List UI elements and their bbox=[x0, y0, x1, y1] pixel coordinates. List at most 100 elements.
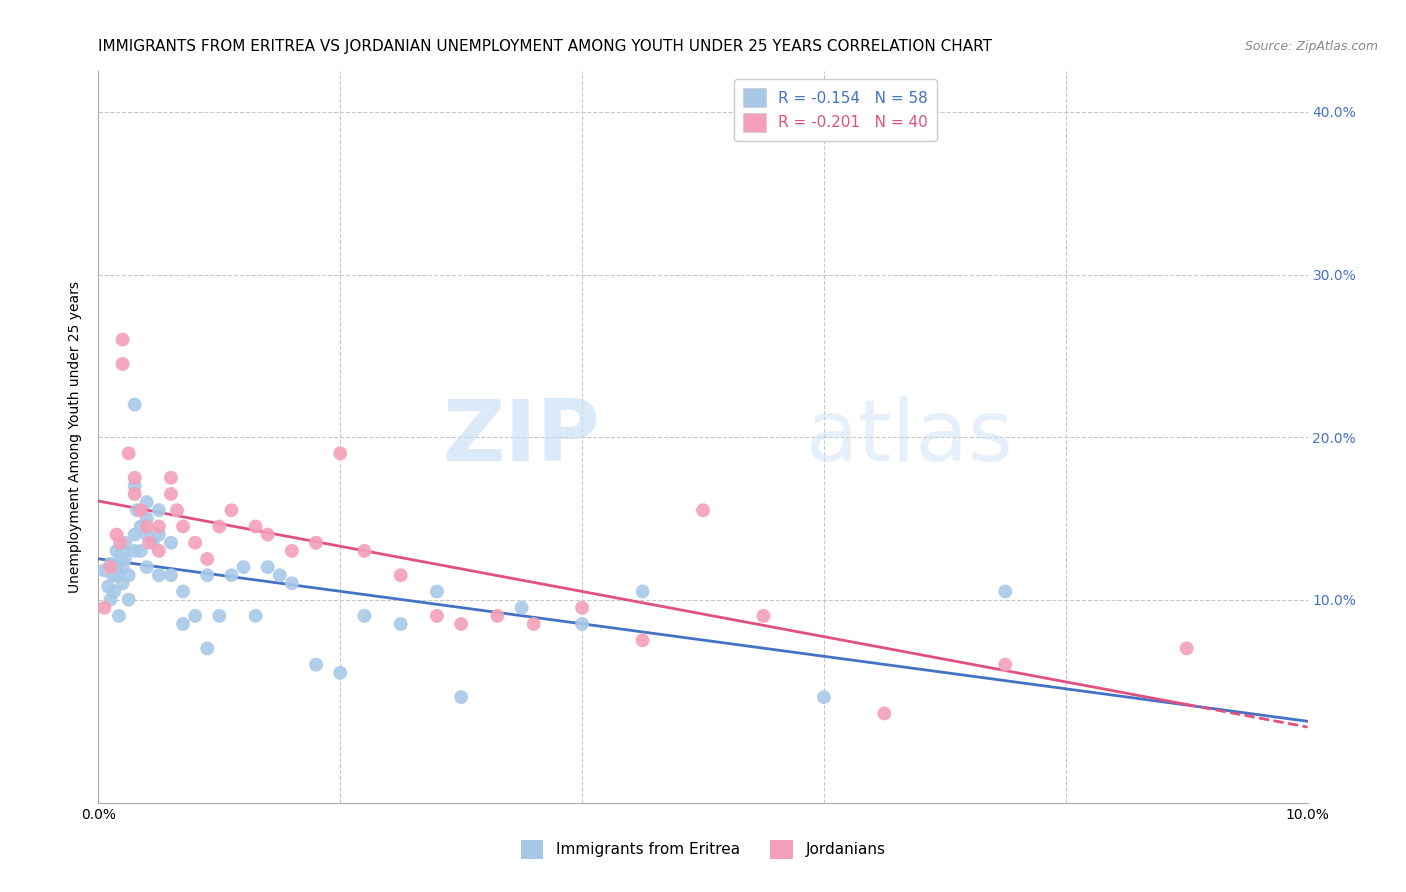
Text: Source: ZipAtlas.com: Source: ZipAtlas.com bbox=[1244, 40, 1378, 54]
Point bbox=[111, 357, 134, 371]
Point bbox=[135, 560, 157, 574]
Point bbox=[994, 584, 1017, 599]
Point bbox=[111, 560, 134, 574]
Point bbox=[135, 527, 157, 541]
Point bbox=[108, 608, 131, 623]
Point bbox=[108, 552, 131, 566]
Point bbox=[752, 608, 775, 623]
Point bbox=[221, 568, 243, 582]
Point bbox=[135, 495, 157, 509]
Point bbox=[245, 608, 267, 623]
Point bbox=[256, 527, 278, 541]
Point bbox=[97, 580, 120, 594]
Point bbox=[195, 552, 218, 566]
Point bbox=[571, 600, 593, 615]
Point bbox=[124, 479, 146, 493]
Point bbox=[160, 568, 183, 582]
Point bbox=[111, 576, 134, 591]
Point bbox=[269, 568, 291, 582]
Point bbox=[389, 568, 412, 582]
Point bbox=[100, 560, 122, 574]
Point bbox=[486, 608, 509, 623]
Point bbox=[426, 608, 449, 623]
Point bbox=[305, 657, 328, 672]
Point bbox=[138, 535, 160, 549]
Point bbox=[118, 446, 141, 460]
Point bbox=[389, 617, 412, 632]
Point bbox=[873, 706, 896, 721]
Point bbox=[523, 617, 546, 632]
Point bbox=[281, 544, 304, 558]
Point bbox=[93, 563, 115, 577]
Point bbox=[450, 690, 472, 705]
Point bbox=[124, 471, 146, 485]
Point bbox=[329, 446, 352, 460]
Point bbox=[105, 560, 128, 574]
Point bbox=[127, 503, 149, 517]
Point bbox=[1175, 641, 1198, 656]
Legend: Immigrants from Eritrea, Jordanians: Immigrants from Eritrea, Jordanians bbox=[515, 834, 891, 864]
Point bbox=[148, 544, 170, 558]
Point bbox=[631, 584, 654, 599]
Point bbox=[208, 519, 231, 533]
Point bbox=[245, 519, 267, 533]
Point bbox=[184, 535, 207, 549]
Point bbox=[994, 657, 1017, 672]
Point bbox=[353, 544, 375, 558]
Point bbox=[114, 535, 136, 549]
Point bbox=[103, 584, 125, 599]
Point bbox=[208, 608, 231, 623]
Point bbox=[135, 511, 157, 525]
Point bbox=[108, 535, 131, 549]
Point bbox=[256, 560, 278, 574]
Point bbox=[172, 617, 194, 632]
Point bbox=[195, 641, 218, 656]
Point bbox=[160, 471, 183, 485]
Text: IMMIGRANTS FROM ERITREA VS JORDANIAN UNEMPLOYMENT AMONG YOUTH UNDER 25 YEARS COR: IMMIGRANTS FROM ERITREA VS JORDANIAN UNE… bbox=[98, 38, 993, 54]
Point bbox=[172, 519, 194, 533]
Point bbox=[107, 568, 129, 582]
Point bbox=[195, 568, 218, 582]
Point bbox=[100, 557, 122, 571]
Point bbox=[692, 503, 714, 517]
Point bbox=[124, 527, 146, 541]
Point bbox=[232, 560, 254, 574]
Point bbox=[105, 527, 128, 541]
Point bbox=[105, 544, 128, 558]
Point bbox=[166, 503, 188, 517]
Point bbox=[124, 544, 146, 558]
Point bbox=[281, 576, 304, 591]
Point bbox=[184, 608, 207, 623]
Point bbox=[118, 592, 141, 607]
Point bbox=[118, 568, 141, 582]
Point bbox=[111, 333, 134, 347]
Point bbox=[813, 690, 835, 705]
Point bbox=[160, 535, 183, 549]
Point bbox=[329, 665, 352, 680]
Point bbox=[129, 519, 152, 533]
Point bbox=[148, 568, 170, 582]
Point bbox=[129, 544, 152, 558]
Point bbox=[111, 544, 134, 558]
Point bbox=[221, 503, 243, 517]
Point bbox=[172, 584, 194, 599]
Point bbox=[450, 617, 472, 632]
Point bbox=[510, 600, 533, 615]
Text: ZIP: ZIP bbox=[443, 395, 600, 479]
Point bbox=[148, 527, 170, 541]
Point bbox=[124, 398, 146, 412]
Point bbox=[142, 535, 165, 549]
Point bbox=[353, 608, 375, 623]
Point bbox=[148, 503, 170, 517]
Point bbox=[101, 568, 124, 582]
Point bbox=[571, 617, 593, 632]
Point bbox=[135, 519, 157, 533]
Point bbox=[114, 552, 136, 566]
Point bbox=[426, 584, 449, 599]
Y-axis label: Unemployment Among Youth under 25 years: Unemployment Among Youth under 25 years bbox=[69, 281, 83, 593]
Point bbox=[100, 592, 122, 607]
Point bbox=[93, 600, 115, 615]
Point bbox=[148, 519, 170, 533]
Point bbox=[124, 487, 146, 501]
Text: atlas: atlas bbox=[806, 395, 1014, 479]
